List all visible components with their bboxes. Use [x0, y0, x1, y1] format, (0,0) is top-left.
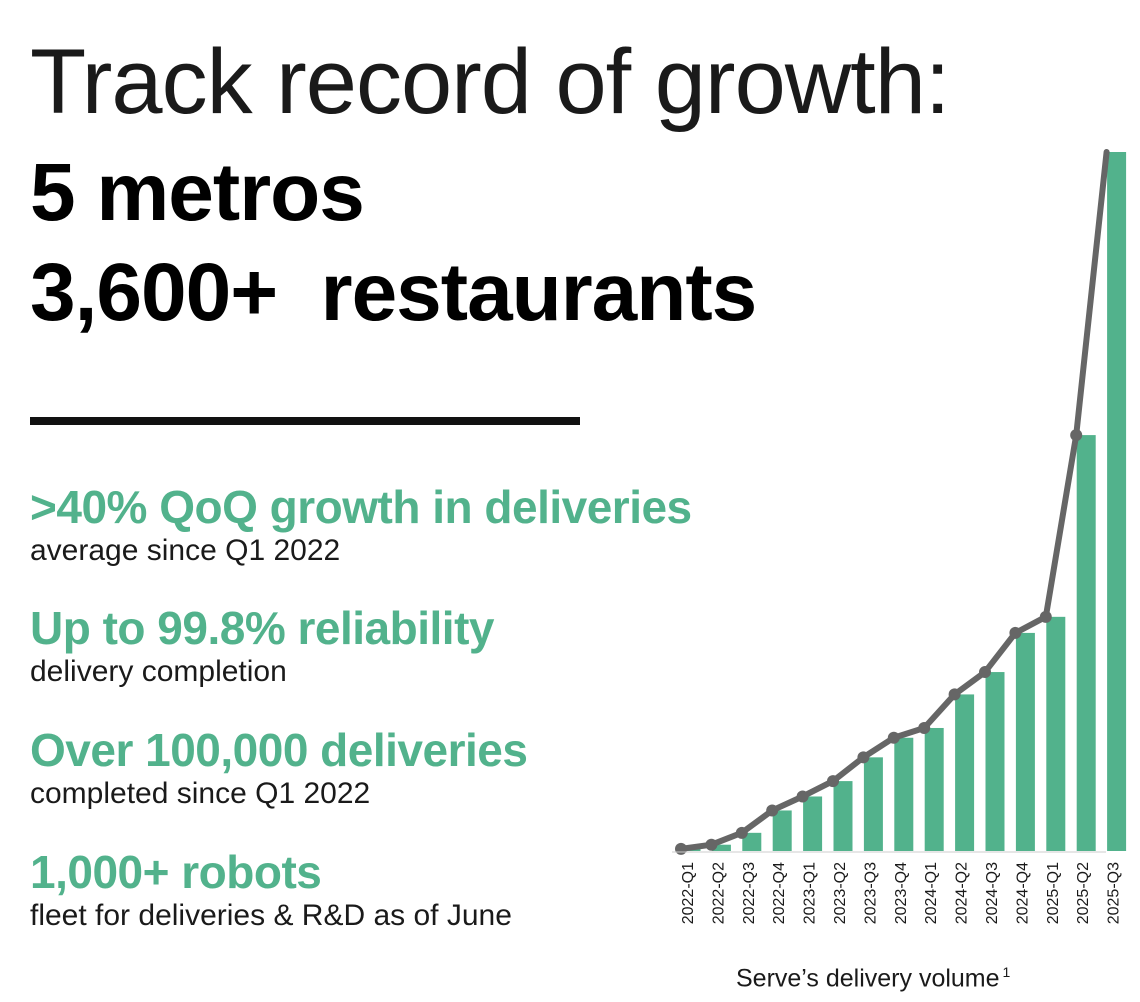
point-2023-Q2	[827, 775, 839, 788]
point-2022-Q4	[766, 804, 779, 817]
stat-robots-head: 1,000+ robots	[30, 846, 322, 898]
bar-2023-Q2	[833, 781, 853, 851]
bar-2022-Q3	[742, 832, 762, 851]
stat-deliveries-head: Over 100,000 deliveries	[30, 724, 528, 776]
bar-2023-Q1	[803, 796, 823, 851]
stat-deliveries: Over 100,000 deliveries completed since …	[30, 724, 528, 812]
stat-reliability-head: Up to 99.8% reliability	[30, 602, 494, 654]
x-tick-label: 2022-Q4	[771, 862, 788, 924]
point-2024-Q1	[918, 721, 931, 734]
bar-2024-Q4	[1015, 632, 1035, 851]
bar-2022-Q4	[772, 810, 792, 851]
bar-2025-Q1	[1046, 616, 1066, 851]
chart-footnote: 1	[1002, 964, 1011, 980]
stat-growth-sub: average since Q1 2022	[30, 534, 341, 568]
stat-reliability: Up to 99.8% reliability delivery complet…	[30, 604, 494, 690]
point-2022-Q1	[675, 842, 687, 855]
x-tick-label: 2025-Q2	[1075, 862, 1092, 924]
stat-deliveries-sub: completed since Q1 2022	[30, 777, 371, 811]
x-tick-label: 2023-Q1	[802, 862, 819, 924]
x-tick-label: 2024-Q1	[923, 862, 940, 924]
point-2022-Q3	[735, 826, 748, 839]
x-tick-label: 2024-Q2	[954, 862, 971, 924]
point-2024-Q2	[948, 688, 961, 701]
x-tick-label: 2025-Q1	[1045, 862, 1062, 924]
metros-headline: 5 metros	[30, 147, 365, 238]
restaurants-headline: 3,600+ restaurants	[30, 247, 757, 338]
point-2024-Q4	[1009, 626, 1022, 639]
point-2023-Q1	[796, 790, 809, 803]
bar-2025-Q3	[1107, 152, 1127, 851]
trend-line	[678, 149, 1110, 852]
bar-2024-Q1	[924, 727, 944, 851]
bar-2022-Q2	[711, 844, 731, 851]
point-2023-Q4	[887, 731, 900, 744]
stat-growth-head: >40% QoQ growth in deliveries	[30, 481, 692, 533]
x-tick-label: 2023-Q2	[832, 862, 849, 924]
x-tick-label: 2024-Q4	[1014, 862, 1031, 924]
stat-robots: 1,000+ robots fleet for deliveries & R&D…	[30, 848, 512, 934]
x-tick-label: 2022-Q2	[710, 862, 727, 924]
page-title: Track record of growth:	[30, 31, 950, 133]
stat-reliability-sub: delivery completion	[30, 655, 287, 689]
point-2025-Q2	[1070, 429, 1083, 442]
point-2025-Q1	[1039, 610, 1052, 623]
x-tick-label: 2024-Q3	[984, 862, 1001, 924]
x-tick-label: 2023-Q4	[893, 862, 910, 924]
point-2024-Q3	[979, 666, 991, 679]
stat-robots-sub: fleet for deliveries & R&D as of June	[30, 899, 512, 933]
chart-title: Serve’s delivery volume	[736, 964, 1000, 993]
x-tick-label: 2023-Q3	[862, 862, 879, 924]
chart-caption: Serve’s delivery volume 1	[736, 964, 1010, 993]
bar-2024-Q3	[985, 672, 1005, 851]
x-tick-label: 2022-Q3	[741, 862, 758, 924]
bar-2025-Q2	[1076, 435, 1096, 851]
x-tick-label: 2025-Q3	[1106, 862, 1123, 924]
divider-rule	[30, 417, 580, 425]
x-tick-label: 2022-Q1	[680, 862, 697, 924]
bar-2023-Q4	[894, 737, 914, 851]
bar-2023-Q3	[863, 757, 883, 851]
bar-2024-Q2	[955, 694, 975, 851]
point-2022-Q2	[705, 838, 718, 851]
stat-growth: >40% QoQ growth in deliveries average si…	[30, 483, 692, 569]
point-2023-Q3	[857, 751, 870, 764]
